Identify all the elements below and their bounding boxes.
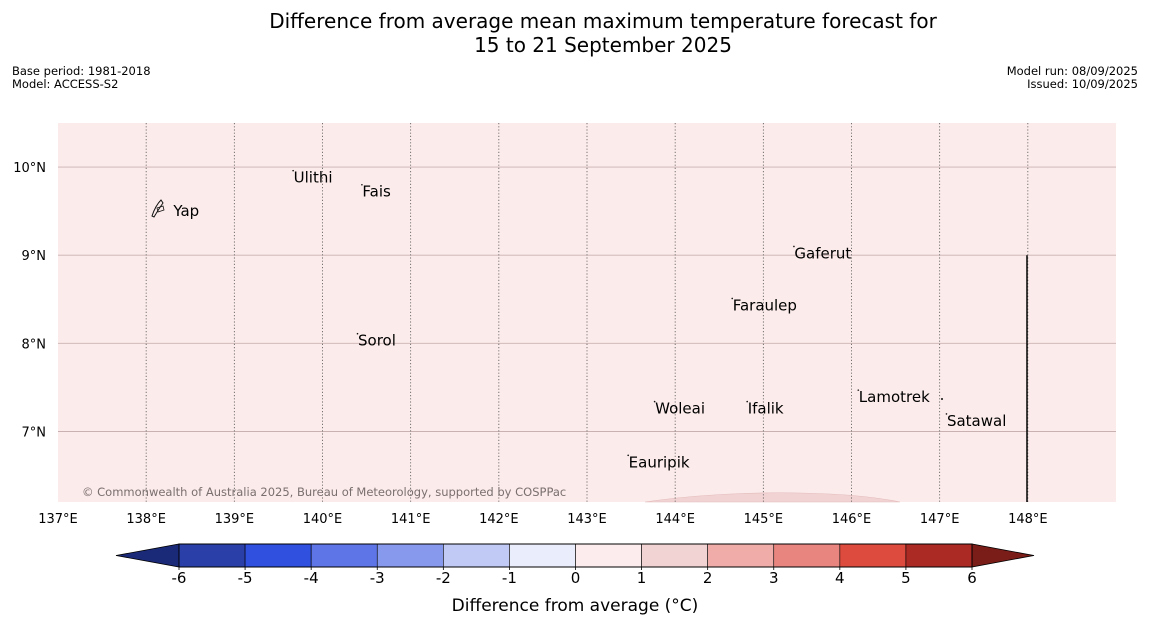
place-label: Satawal <box>947 412 1006 430</box>
model-text: Model: ACCESS-S2 <box>12 77 119 91</box>
lon-tick-label: 140°E <box>303 512 343 527</box>
place-label: Ulithi <box>294 169 333 187</box>
colorbar-tick-label: -5 <box>238 569 253 587</box>
island-dot <box>361 183 363 186</box>
place-label: Woleai <box>655 400 705 418</box>
place-label: Yap <box>172 202 199 220</box>
lon-tick-label: 142°E <box>479 512 519 527</box>
lon-tick-label: 145°E <box>744 512 784 527</box>
colorbar-tick-label: 4 <box>835 569 845 587</box>
colorbar-segment <box>707 543 775 568</box>
island-dot <box>731 297 734 300</box>
lon-tick-label: 148°E <box>1008 512 1048 527</box>
title-line-1: Difference from average mean maximum tem… <box>269 9 937 33</box>
colorbar-segment <box>905 543 973 568</box>
colorbar-segment <box>773 543 841 568</box>
colorbar-segment <box>641 543 708 568</box>
colorbar-tick-label: -2 <box>436 569 451 587</box>
colorbar-tick-label: -3 <box>370 569 385 587</box>
colorbar-segment <box>178 543 246 568</box>
colorbar-tick-label: 1 <box>637 569 647 587</box>
colorbar-over-arrow <box>971 543 1035 568</box>
colorbar-under-arrow <box>115 543 180 568</box>
colorbar-segment <box>310 543 378 568</box>
lon-tick-label: 141°E <box>391 512 431 527</box>
island-dot <box>746 400 748 403</box>
colorbar-tick-label: 2 <box>703 569 713 587</box>
lon-tick-label: 146°E <box>832 512 872 527</box>
contour-bump <box>644 492 901 503</box>
colorbar-tick-label: 6 <box>967 569 977 587</box>
place-label: Ifalik <box>748 400 784 418</box>
colorbar-tick-label: 3 <box>769 569 779 587</box>
lon-tick-label: 137°E <box>38 512 78 527</box>
island-dot <box>945 413 948 415</box>
lat-tick-label: 9°N <box>22 249 47 264</box>
place-label: Gaferut <box>794 244 851 262</box>
lat-tick-label: 10°N <box>13 161 46 176</box>
lon-tick-label: 143°E <box>567 512 607 527</box>
place-label: Faraulep <box>733 296 797 314</box>
issued-text: Issued: 10/09/2025 <box>1027 77 1138 91</box>
island-dot <box>941 398 943 400</box>
colorbar-segment <box>839 543 907 568</box>
yap-island-detail <box>156 205 165 213</box>
place-label: Lamotrek <box>859 388 930 406</box>
model-run-text: Model run: 08/09/2025 <box>1006 64 1138 78</box>
lon-tick-label: 139°E <box>215 512 255 527</box>
chart-title: Difference from average mean maximum tem… <box>0 9 1150 57</box>
colorbar-label: Difference from average (°C) <box>451 596 699 616</box>
colorbar-tick-label: -1 <box>502 569 517 587</box>
lon-tick-label: 147°E <box>920 512 960 527</box>
colorbar-segment <box>376 543 444 568</box>
lon-tick-label: 144°E <box>655 512 695 527</box>
lon-tick-label: 138°E <box>126 512 166 527</box>
place-label: Fais <box>362 183 391 201</box>
colorbar-segment <box>443 543 510 568</box>
island-dot <box>627 454 629 457</box>
lat-tick-label: 8°N <box>22 337 47 352</box>
colorbar-segment <box>244 543 312 568</box>
place-label: Sorol <box>358 332 396 350</box>
base-period-text: Base period: 1981-2018 <box>12 64 151 78</box>
meta-left: Base period: 1981-2018 Model: ACCESS-S2 <box>12 65 151 91</box>
colorbar-segment <box>575 543 642 568</box>
island-dot <box>857 389 860 391</box>
lat-tick-label: 7°N <box>22 425 47 440</box>
island-dot <box>356 332 359 335</box>
colorbar-tick-label: -4 <box>304 569 319 587</box>
colorbar-tick-label: 0 <box>571 569 581 587</box>
island-dot <box>793 245 795 248</box>
yap-island-shape <box>151 199 164 218</box>
title-line-2: 15 to 21 September 2025 <box>474 33 732 57</box>
place-label: Eauripik <box>629 453 690 471</box>
island-dot <box>653 400 656 403</box>
colorbar-tick-label: 5 <box>901 569 911 587</box>
colorbar-tick-label: -6 <box>172 569 187 587</box>
meta-right: Model run: 08/09/2025 Issued: 10/09/2025 <box>1007 65 1138 91</box>
island-dot <box>292 169 294 172</box>
colorbar-segment <box>509 543 576 568</box>
copyright-text: © Commonwealth of Australia 2025, Bureau… <box>82 485 566 499</box>
